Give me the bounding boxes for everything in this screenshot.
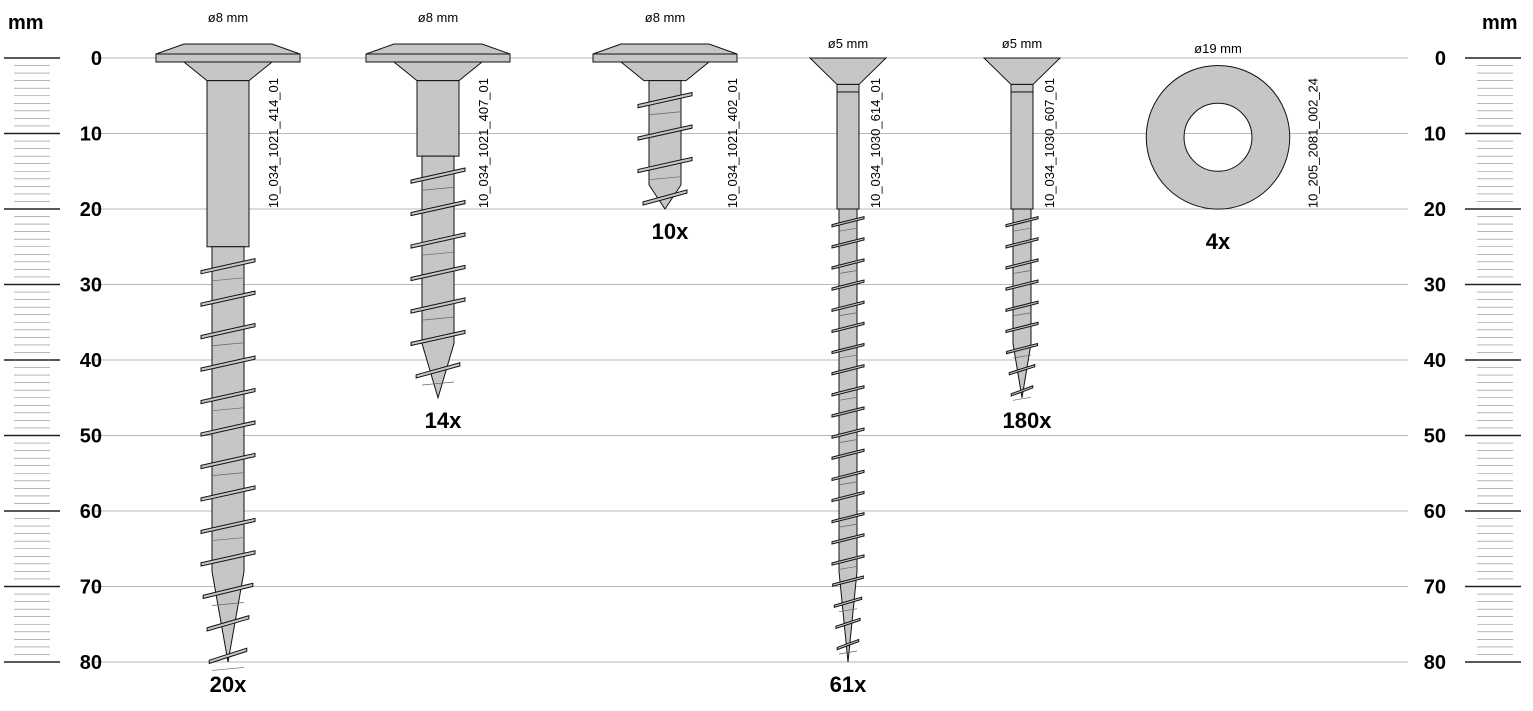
diameter-label: ø19 mm [1194, 41, 1242, 56]
screw-head-flange [156, 54, 300, 62]
quantity-label: 20x [210, 672, 247, 697]
tick-label: 50 [1424, 426, 1446, 448]
tick-labels-left: 0 10 20 30 40 50 60 70 80 [80, 48, 102, 674]
screw-head-underside [621, 62, 709, 81]
screw-shank [207, 81, 249, 247]
tick-labels-right: 0 10 20 30 40 50 60 70 80 [1424, 48, 1446, 674]
screw-head-dome [366, 44, 510, 54]
thread-core [212, 247, 244, 662]
diameter-label: ø5 mm [828, 36, 868, 51]
part-code-label: 10_034_1030_607_01 [1042, 78, 1057, 208]
washer-ring [1146, 65, 1289, 209]
tick-label: 20 [80, 199, 102, 221]
part-code-label: 10_034_1030_614_01 [868, 78, 883, 208]
quantity-label: 14x [425, 408, 462, 433]
part-code-label: 10_034_1021_407_01 [476, 78, 491, 208]
screw: ø8 mm 10_034_1021_407_01 14x [366, 10, 510, 433]
screw: ø5 mm 10_034_1030_614_01 61x [810, 36, 886, 697]
tick-label: 20 [1424, 199, 1446, 221]
tick-label: 0 [91, 48, 102, 70]
diameter-label: ø8 mm [208, 10, 248, 25]
tick-label: 70 [80, 577, 102, 599]
washer: ø19 mm 10_205_2081_002_24 4x [1146, 41, 1320, 254]
unit-label-left: mm [8, 12, 44, 34]
tick-label: 50 [80, 426, 102, 448]
diameter-label: ø5 mm [1002, 36, 1042, 51]
tick-label: 40 [80, 350, 102, 372]
quantity-label: 10x [652, 219, 689, 244]
quantity-label: 4x [1206, 229, 1231, 254]
parts: ø8 mm 10_034_1021_414_01 20x ø8 mm 10_034_10… [156, 10, 1321, 697]
screw-head-underside [184, 62, 272, 81]
head-neck [1011, 84, 1033, 92]
screw: ø8 mm 10_034_1021_414_01 20x [156, 10, 300, 697]
tick-label: 40 [1424, 350, 1446, 372]
screw-head-flange [593, 54, 737, 62]
part-code-label: 10_034_1021_402_01 [725, 78, 740, 208]
screw-shank [837, 92, 859, 209]
screw-head-dome [593, 44, 737, 54]
tick-label: 10 [80, 124, 102, 146]
screw-shank [1011, 92, 1033, 209]
tick-label: 30 [1424, 275, 1446, 297]
screw-head-flange [366, 54, 510, 62]
head-neck [837, 84, 859, 92]
screw-head-underside [394, 62, 482, 81]
gridlines [95, 58, 1408, 662]
screw-head-dome [156, 44, 300, 54]
tick-label: 80 [1424, 652, 1446, 674]
thread-shadow [212, 667, 244, 670]
quantity-label: 180x [1003, 408, 1053, 433]
unit-label-right: mm [1482, 12, 1518, 34]
diameter-label: ø8 mm [418, 10, 458, 25]
quantity-label: 61x [830, 672, 867, 697]
tick-label: 10 [1424, 124, 1446, 146]
tick-label: 0 [1435, 48, 1446, 70]
screw: ø5 mm 10_034_1030_607_01 180x [984, 36, 1060, 433]
tick-label: 60 [80, 501, 102, 523]
screw-shank [417, 81, 459, 156]
tick-label: 80 [80, 652, 102, 674]
part-code-label: 10_205_2081_002_24 [1306, 78, 1321, 208]
tick-label: 70 [1424, 577, 1446, 599]
diameter-label: ø8 mm [645, 10, 685, 25]
part-code-label: 10_034_1021_414_01 [266, 78, 281, 208]
tick-label: 30 [80, 275, 102, 297]
tick-label: 60 [1424, 501, 1446, 523]
